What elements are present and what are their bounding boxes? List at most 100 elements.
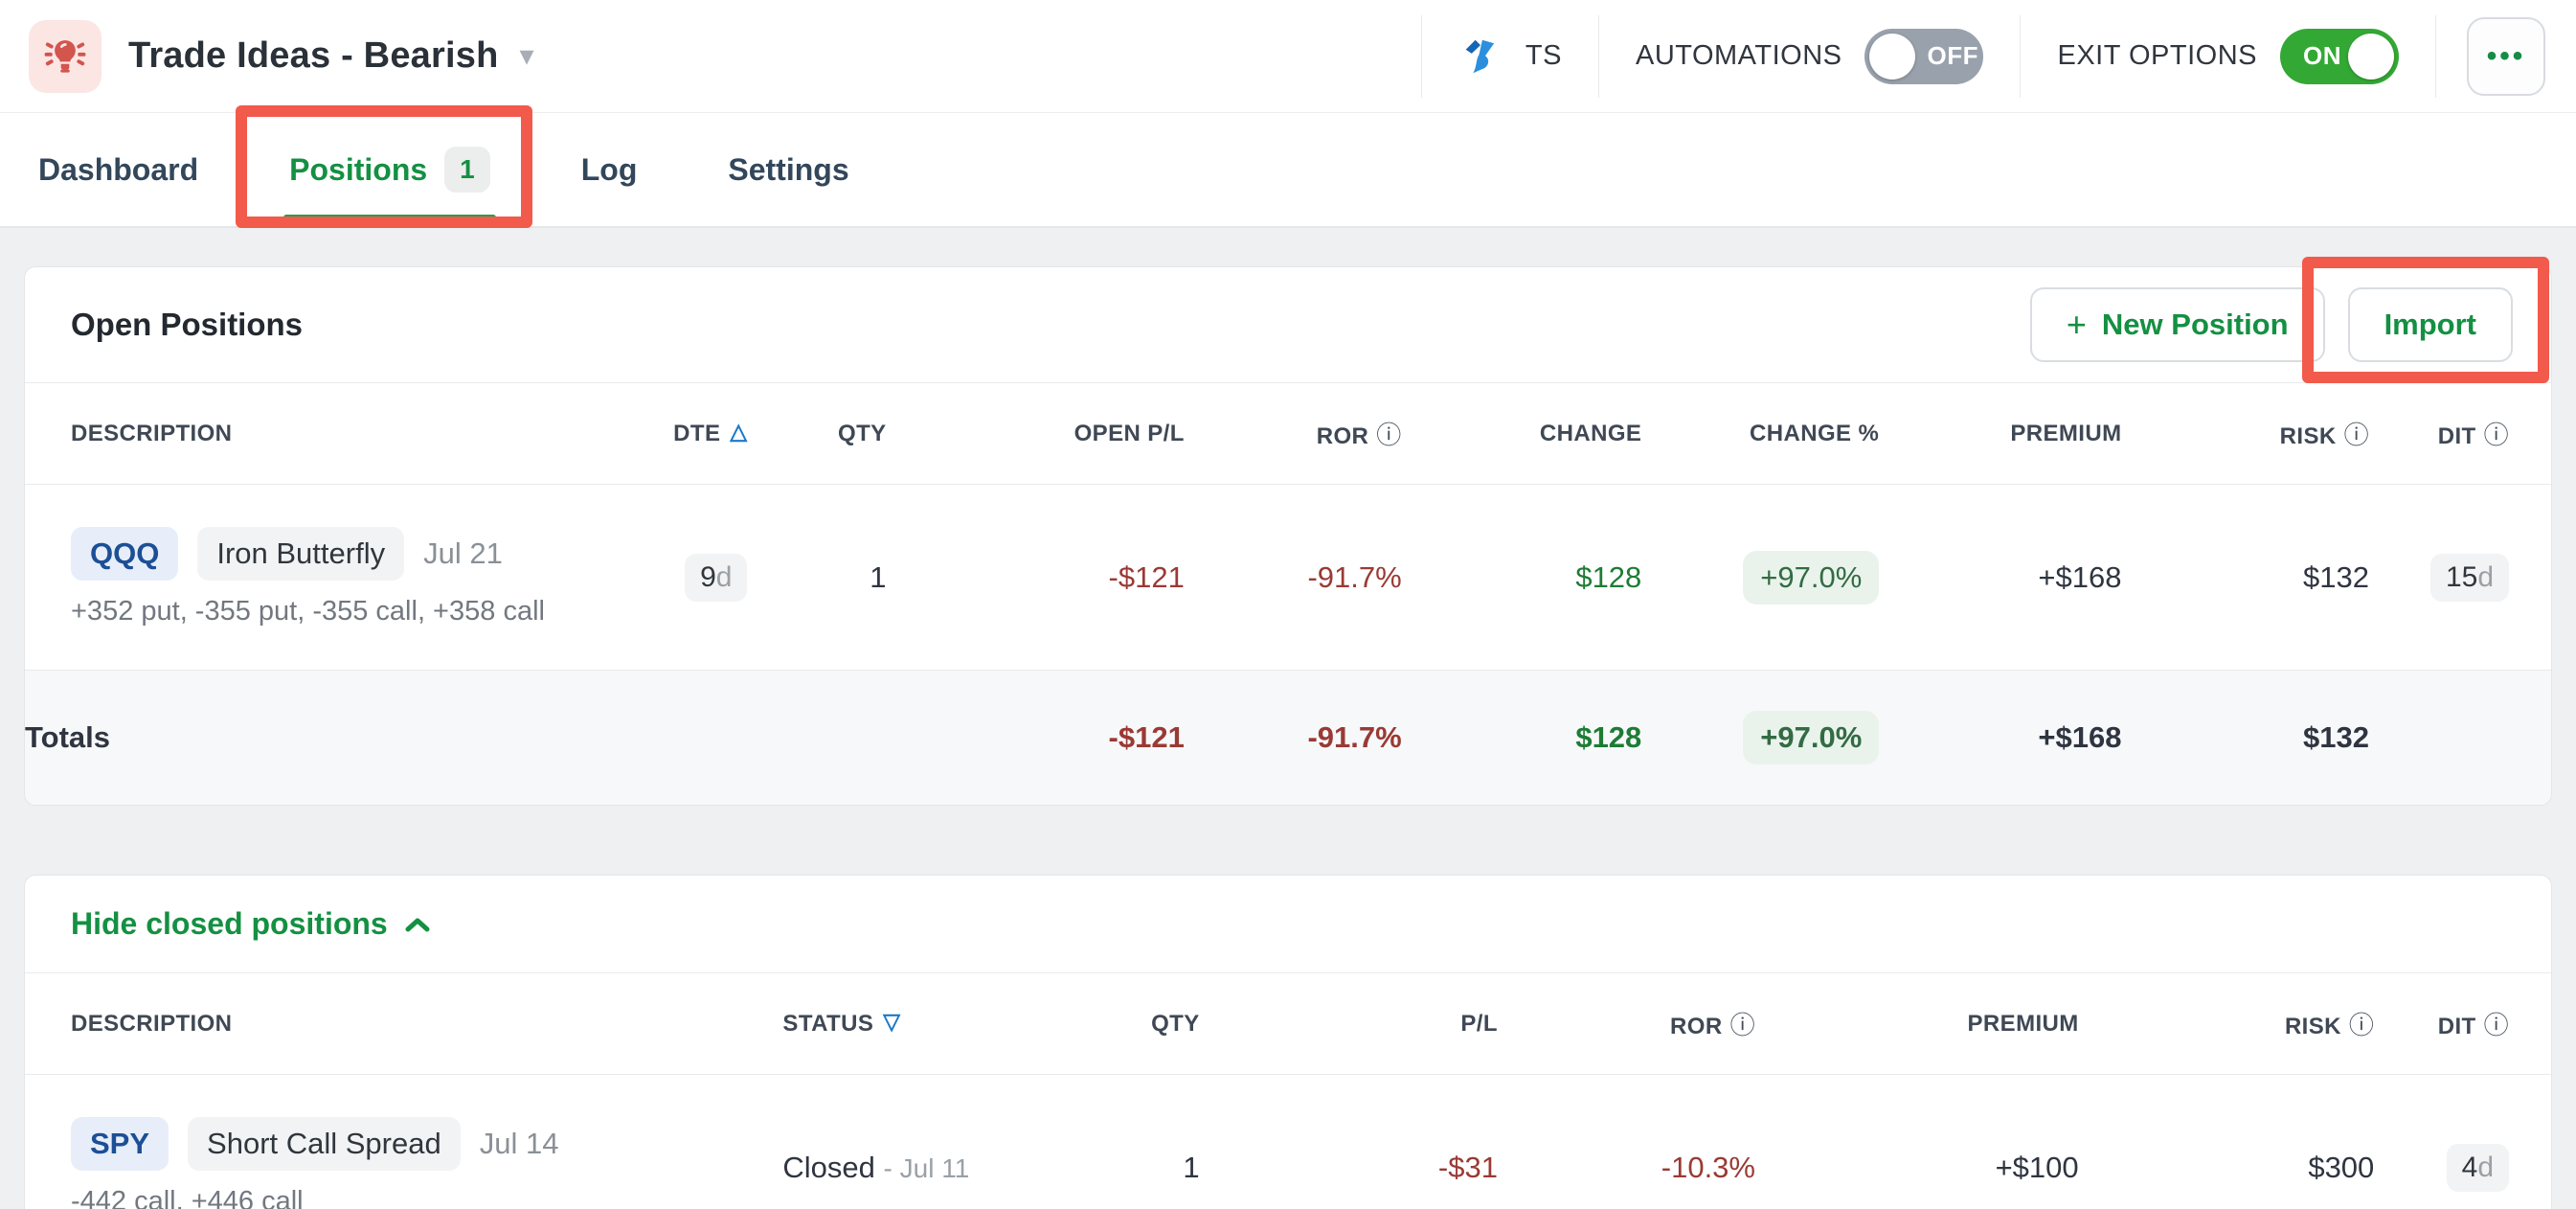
import-label: Import — [2384, 308, 2476, 341]
tab-bar: Dashboard Positions 1 Log Settings — [0, 113, 2576, 228]
totals-dit — [2369, 670, 2551, 805]
divider — [1597, 14, 1599, 98]
positions-count-badge: 1 — [444, 147, 490, 193]
col-risk: RISK ⓘ — [2078, 973, 2375, 1075]
info-icon[interactable]: ⓘ — [2343, 421, 2370, 449]
col-dit: DIT ⓘ — [2374, 973, 2551, 1075]
open-positions-card: Open Positions + New Position Import DES… — [24, 266, 2552, 806]
col-label: QTY — [838, 420, 887, 446]
page-title: Trade Ideas - Bearish — [128, 35, 499, 76]
col-label: P/L — [1460, 1010, 1498, 1037]
open-positions-title: Open Positions — [71, 307, 304, 342]
status-value: Closed — [782, 1150, 875, 1184]
totals-row: Totals -$121 -91.7% $128 +97.0% +$168 $1… — [25, 670, 2551, 805]
strategy-badge: Iron Butterfly — [197, 527, 405, 581]
closed-positions-card: Hide closed positions DESCRIPTION STATUS… — [24, 875, 2552, 1209]
tab-label: Dashboard — [38, 151, 199, 187]
totals-risk: $132 — [2121, 670, 2370, 805]
exit-options-toggle[interactable]: ON — [2280, 28, 2399, 84]
hide-closed-positions-label: Hide closed positions — [71, 906, 388, 941]
col-label: CHANGE % — [1750, 420, 1880, 446]
col-dte[interactable]: DTE △ — [580, 383, 748, 485]
automations-label: AUTOMATIONS — [1635, 40, 1842, 71]
col-label: PREMIUM — [1967, 1010, 2079, 1037]
tradestation-logo-icon — [1465, 39, 1495, 73]
info-icon[interactable]: ⓘ — [1729, 1011, 1755, 1039]
tab-positions[interactable]: Positions 1 — [283, 113, 496, 226]
position-legs: +352 put, -355 put, -355 call, +358 call — [71, 596, 545, 627]
col-label: RISK — [2284, 1014, 2341, 1039]
col-premium: PREMIUM — [1879, 383, 2122, 485]
position-description-cell: QQQ Iron Butterfly Jul 21 +352 put, -355… — [25, 485, 580, 671]
open-positions-table: DESCRIPTION DTE △ QTY OPEN P/L ROR ⓘ CHANG… — [25, 383, 2551, 805]
status-date: - Jul 11 — [883, 1152, 970, 1183]
col-ror: ROR ⓘ — [1497, 973, 1755, 1075]
open-positions-actions: + New Position Import — [2029, 287, 2513, 362]
tab-settings[interactable]: Settings — [728, 113, 848, 226]
change-pct-cell: +97.0% — [1641, 485, 1880, 671]
closed-position-row[interactable]: SPY Short Call Spread Jul 14 -442 call, … — [25, 1075, 2551, 1209]
dit-unit: d — [2477, 1151, 2494, 1183]
new-position-button[interactable]: + New Position — [2029, 287, 2325, 362]
col-label: ROR — [1316, 423, 1369, 449]
hide-closed-positions-link[interactable]: Hide closed positions — [71, 906, 430, 942]
broker-label: TS — [1525, 40, 1562, 71]
info-icon[interactable]: ⓘ — [2348, 1011, 2375, 1039]
premium-cell: +$100 — [1995, 1150, 2079, 1184]
tab-dashboard[interactable]: Dashboard — [38, 113, 198, 226]
totals-open-pl: -$121 — [886, 670, 1185, 805]
col-description: DESCRIPTION — [25, 973, 783, 1075]
bot-title-dropdown[interactable]: Trade Ideas - Bearish ▾ — [128, 35, 534, 77]
expiration-date: Jul 21 — [423, 536, 503, 570]
dit-cell: 4d — [2374, 1075, 2551, 1209]
import-button[interactable]: Import — [2347, 287, 2513, 362]
top-bar-controls: TS AUTOMATIONS OFF EXIT OPTIONS ON ••• — [1420, 0, 2576, 112]
exit-options-state: ON — [2303, 41, 2341, 70]
more-options-button[interactable]: ••• — [2467, 16, 2545, 96]
closed-positions-header: Hide closed positions — [25, 876, 2551, 973]
open-position-row[interactable]: QQQ Iron Butterfly Jul 21 +352 put, -355… — [25, 485, 2551, 671]
chevron-up-icon — [405, 918, 430, 931]
col-open-pl: OPEN P/L — [886, 383, 1185, 485]
totals-change-pct-pill: +97.0% — [1743, 711, 1880, 764]
open-positions-header: Open Positions + New Position Import — [25, 267, 2551, 383]
position-legs: -442 call, +446 call — [71, 1186, 304, 1209]
sort-desc-icon: ▽ — [883, 1008, 901, 1034]
col-label: DIT — [2437, 1014, 2476, 1039]
qty-cell: 1 — [1183, 1150, 1200, 1184]
dit-unit: d — [2477, 560, 2494, 593]
dit-value: 15 — [2445, 560, 2478, 593]
totals-change-pct: +97.0% — [1641, 670, 1880, 805]
col-dit: DIT ⓘ — [2369, 383, 2551, 485]
toggle-knob — [2348, 33, 2394, 80]
col-label: STATUS — [782, 1010, 874, 1037]
col-status[interactable]: STATUS ▽ — [782, 973, 1049, 1075]
page-content: Open Positions + New Position Import DES… — [0, 228, 2576, 1209]
exit-options-label: EXIT OPTIONS — [2057, 40, 2257, 71]
change-pct-pill: +97.0% — [1743, 550, 1880, 604]
info-icon[interactable]: ⓘ — [2483, 421, 2509, 449]
toggle-knob — [1869, 33, 1916, 80]
tab-log[interactable]: Log — [581, 113, 638, 226]
chevron-down-icon: ▾ — [519, 40, 534, 72]
tab-label: Log — [580, 151, 638, 187]
risk-cell: $132 — [2303, 559, 2370, 594]
divider — [2020, 14, 2022, 98]
closed-positions-table: DESCRIPTION STATUS ▽ QTY P/L ROR ⓘ PREMIUM… — [25, 973, 2551, 1209]
col-description: DESCRIPTION — [25, 383, 581, 485]
automations-toggle[interactable]: OFF — [1864, 28, 1984, 84]
top-bar: Trade Ideas - Bearish ▾ TS AUTOMATIONS O… — [0, 0, 2576, 113]
dte-cell: 9d — [580, 485, 748, 671]
dit-value: 4 — [2461, 1151, 2478, 1183]
col-risk: RISK ⓘ — [2121, 383, 2370, 485]
col-label: ROR — [1670, 1014, 1723, 1039]
sort-asc-icon: △ — [730, 418, 748, 444]
col-label: DTE — [673, 420, 721, 446]
col-label: DESCRIPTION — [71, 1010, 233, 1037]
tab-label: Positions — [289, 151, 428, 187]
info-icon[interactable]: ⓘ — [2483, 1011, 2509, 1039]
broker-chip[interactable]: TS — [1422, 34, 1598, 79]
ror-cell: -91.7% — [1307, 559, 1402, 594]
info-icon[interactable]: ⓘ — [1376, 421, 1402, 449]
position-description-cell: SPY Short Call Spread Jul 14 -442 call, … — [25, 1075, 782, 1209]
